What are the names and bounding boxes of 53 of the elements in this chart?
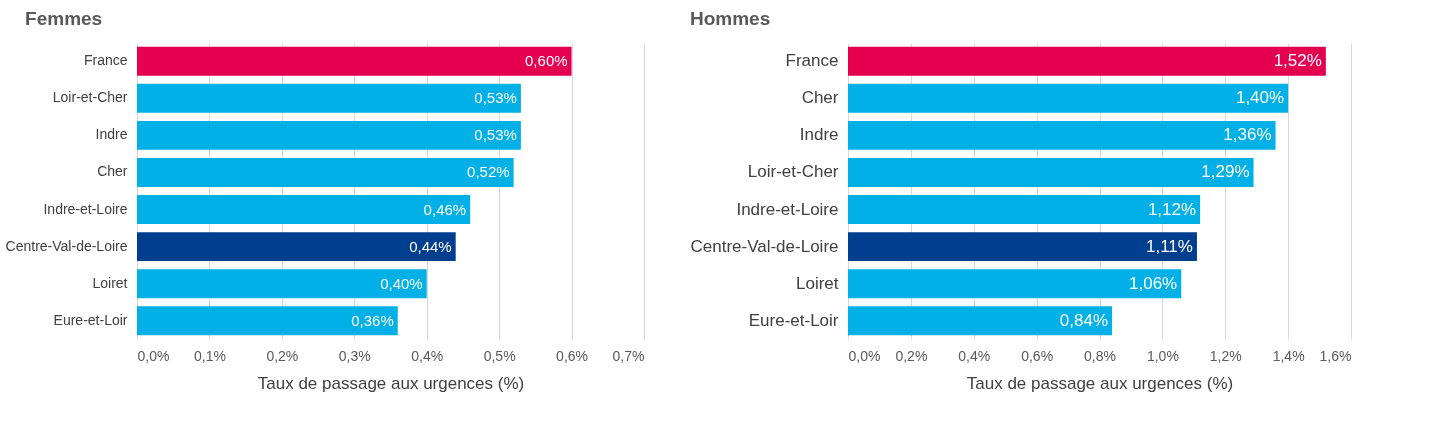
y-tick-label: Centre-Val-de-Loire (690, 236, 839, 256)
x-tick-label: 0,1% (193, 347, 226, 364)
x-tick-label: 0,0% (137, 347, 170, 364)
x-tick-label: 0,7% (612, 347, 645, 364)
x-axis-title: Taux de passage aux urgences (%) (257, 373, 525, 393)
y-tick-label: Loiret (795, 273, 839, 293)
data-label: 0,53% (474, 126, 517, 144)
data-label: 1,52% (1273, 51, 1322, 71)
y-tick-label: Indre-et-Loire (736, 199, 839, 219)
y-tick-label: Indre (799, 125, 839, 145)
data-label: 1,40% (1235, 88, 1285, 108)
data-label: 0,84% (1059, 310, 1109, 330)
x-tick-label: 1,0% (1146, 347, 1179, 364)
x-tick-label: 0,0% (848, 347, 881, 364)
y-tick-label: Eure-et-Loir (53, 311, 128, 328)
x-tick-label: 1,4% (1272, 347, 1305, 364)
x-tick-label: 1,6% (1319, 347, 1352, 364)
y-tick-label: Cher (801, 88, 839, 108)
y-tick-label: Eure-et-Loir (748, 310, 839, 330)
x-tick-label: 0,5% (483, 347, 516, 364)
data-label: 0,53% (474, 89, 517, 107)
data-label: 0,36% (351, 311, 394, 329)
x-tick-label: 0,4% (958, 347, 991, 364)
data-label: 0,40% (380, 274, 423, 292)
x-tick-label: 0,6% (556, 347, 589, 364)
data-label: 0,44% (409, 237, 452, 255)
chart-title: Hommes (689, 8, 771, 29)
x-tick-label: 0,2% (895, 347, 928, 364)
y-tick-label: Loiret (92, 274, 128, 291)
data-label: 1,11% (1146, 236, 1193, 256)
data-label: 1,06% (1129, 273, 1178, 293)
y-tick-label: Loir-et-Cher (52, 89, 128, 106)
x-tick-label: 0,4% (411, 347, 444, 364)
x-tick-label: 0,2% (266, 347, 299, 364)
y-tick-label: France (785, 51, 839, 71)
y-tick-label: Loir-et-Cher (747, 162, 839, 182)
data-label: 1,36% (1223, 125, 1272, 145)
data-label: 0,52% (467, 163, 510, 181)
y-tick-label: Centre-Val-de-Loire (5, 237, 128, 254)
y-tick-label: Indre-et-Loire (43, 200, 128, 217)
x-axis-title: Taux de passage aux urgences (%) (966, 373, 1234, 393)
x-tick-label: 0,6% (1021, 347, 1054, 364)
data-label: 0,60% (525, 52, 568, 70)
y-tick-label: France (83, 52, 128, 69)
data-label: 0,46% (423, 200, 467, 218)
data-label: 1,12% (1147, 199, 1197, 219)
x-tick-label: 1,2% (1209, 347, 1242, 364)
y-tick-label: Cher (97, 163, 128, 180)
x-tick-label: 0,3% (338, 347, 371, 364)
chart-title: Femmes (25, 8, 103, 29)
y-tick-label: Indre (95, 126, 128, 143)
x-tick-label: 0,8% (1084, 347, 1116, 364)
data-label: 1,29% (1201, 162, 1250, 182)
